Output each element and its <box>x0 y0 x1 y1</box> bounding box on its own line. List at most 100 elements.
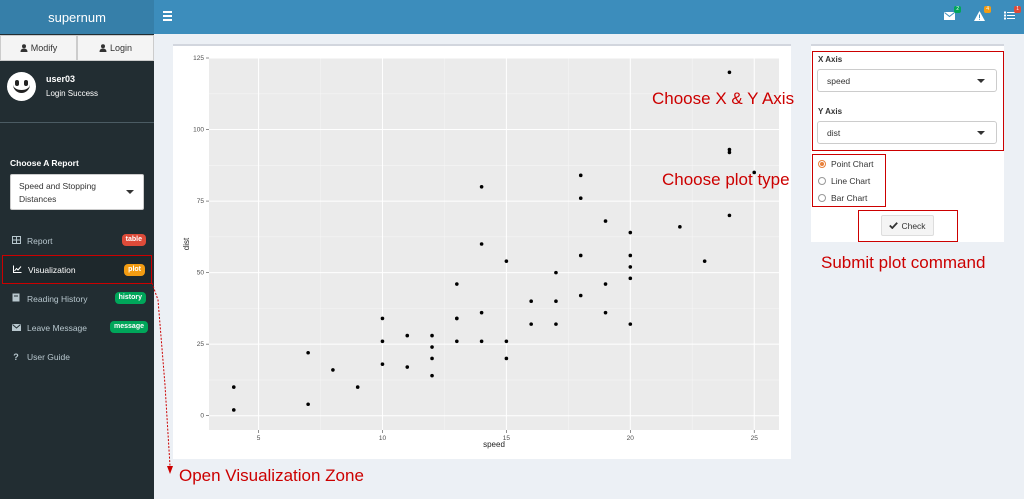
radio-line-chart[interactable]: Line Chart <box>818 176 870 186</box>
user-icon <box>99 44 107 52</box>
data-point <box>727 150 732 155</box>
radio-label: Point Chart <box>831 159 874 169</box>
data-point <box>752 170 757 175</box>
data-point <box>405 365 410 369</box>
data-point <box>380 362 385 366</box>
user-status: Login Success <box>46 89 99 98</box>
status-badge: table <box>121 234 146 246</box>
sidebar-divider <box>0 122 154 123</box>
data-point <box>504 356 509 361</box>
check-highlight <box>858 210 958 242</box>
login-button[interactable]: Login <box>77 35 154 61</box>
report-select-label: Choose A Report <box>10 158 79 168</box>
y-tick-label: 125 <box>193 55 204 62</box>
tasks-dropdown[interactable]: 1 <box>1004 6 1021 22</box>
envelope-icon <box>944 12 955 20</box>
data-point <box>603 219 608 223</box>
status-badge: message <box>110 321 148 333</box>
data-point <box>702 259 707 263</box>
report-select[interactable]: Speed and Stopping Distances <box>10 174 144 210</box>
data-point <box>455 339 459 344</box>
y-axis-value: dist <box>827 128 841 138</box>
caret-down-icon <box>977 131 985 135</box>
check-label: Check <box>901 220 926 231</box>
data-point <box>306 402 310 407</box>
line-chart-icon <box>12 265 22 275</box>
radio-bar-chart[interactable]: Bar Chart <box>818 193 867 203</box>
sidebar-item-visualization[interactable]: Visualization plot <box>2 255 152 284</box>
annotation-plot-type: Choose plot type <box>662 170 790 189</box>
data-point <box>578 293 583 298</box>
sidebar-toggle-icon[interactable] <box>163 11 172 23</box>
data-point <box>231 385 236 389</box>
report-select-value-line2: Distances <box>19 194 57 204</box>
tasks-icon <box>1004 11 1015 20</box>
y-tick-label: 25 <box>197 341 205 348</box>
warnings-dropdown[interactable]: 4 <box>974 6 991 22</box>
data-point <box>405 333 410 338</box>
data-point <box>554 270 558 275</box>
y-axis-label: Y Axis <box>818 107 843 116</box>
data-point <box>727 213 732 218</box>
sidebar-item-report[interactable]: Report table <box>0 226 154 255</box>
y-tick-label: 100 <box>193 127 204 134</box>
messages-dropdown[interactable]: 2 <box>944 6 961 22</box>
envelope-icon <box>11 323 21 333</box>
data-point <box>504 339 509 344</box>
data-point <box>380 339 385 344</box>
sidebar: supernum Modify Login user03 Login Succe… <box>0 0 154 499</box>
annotation-axis: Choose X & Y Axis <box>652 89 795 108</box>
y-axis-select[interactable]: dist <box>817 121 997 144</box>
data-point <box>628 230 633 235</box>
sidebar-item-label: Report <box>27 235 53 246</box>
avatar <box>7 71 36 101</box>
sidebar-item-user-guide[interactable]: ? User Guide <box>0 342 154 371</box>
caret-down-icon <box>977 79 985 83</box>
data-point <box>430 356 434 361</box>
x-tick-label: 20 <box>627 435 635 442</box>
data-point <box>479 339 484 344</box>
y-axis-title: dist <box>182 237 191 250</box>
radio-button[interactable] <box>818 177 826 185</box>
login-label: Login <box>109 43 133 53</box>
y-tick-label: 75 <box>197 198 205 205</box>
x-tick-label: 15 <box>503 435 511 442</box>
sidebar-item-leave-message[interactable]: Leave Message message <box>0 313 154 342</box>
radio-point-chart[interactable]: Point Chart <box>818 159 874 169</box>
data-point <box>578 173 583 178</box>
data-point <box>479 310 484 315</box>
radio-button[interactable] <box>818 160 826 168</box>
plot-background <box>209 58 779 430</box>
user-panel: user03 Login Success <box>0 61 154 111</box>
auth-buttons: Modify Login <box>0 35 154 61</box>
data-point <box>455 282 459 286</box>
sidebar-item-label: Reading History <box>27 293 88 304</box>
data-point <box>430 373 434 378</box>
y-tick-label: 0 <box>200 413 204 420</box>
app-logo[interactable]: supernum <box>0 0 154 34</box>
data-point <box>331 368 335 372</box>
radio-button[interactable] <box>818 194 826 202</box>
check-icon <box>889 222 899 229</box>
sidebar-item-reading-history[interactable]: Reading History history <box>0 284 154 313</box>
data-point <box>430 345 434 349</box>
scatter-plot: 5 10 15 20 25 0 25 50 75 100 125 speed dist <box>182 55 779 449</box>
data-point <box>529 322 533 326</box>
plot-panel: 5 10 15 20 25 0 25 50 75 100 125 speed dist <box>173 44 791 459</box>
data-point <box>628 276 633 281</box>
data-point <box>628 253 633 258</box>
status-badge: history <box>114 292 146 304</box>
warning-icon <box>974 11 985 21</box>
data-point <box>678 225 682 229</box>
x-axis-select[interactable]: speed <box>817 69 997 92</box>
modify-button[interactable]: Modify <box>0 35 77 61</box>
y-tick-label: 50 <box>197 270 205 277</box>
tasks-count-badge: 1 <box>1014 6 1021 13</box>
user-icon <box>20 44 28 52</box>
user-name: user03 <box>46 74 76 84</box>
data-point <box>578 253 583 258</box>
data-point <box>355 385 360 389</box>
annotation-viz-zone: Open Visualization Zone <box>179 466 364 485</box>
check-button[interactable]: Check <box>881 215 934 236</box>
data-point <box>455 316 459 321</box>
